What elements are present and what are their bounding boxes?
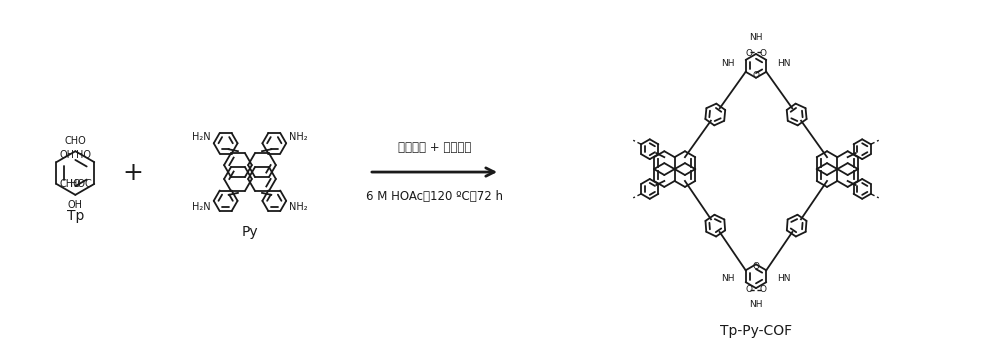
- Text: HOC: HOC: [70, 179, 91, 189]
- Text: H₂N: H₂N: [192, 132, 211, 142]
- Text: HN: HN: [777, 59, 791, 68]
- Text: HO: HO: [76, 150, 91, 160]
- Text: 均三甲苯 + 二氧六环: 均三甲苯 + 二氧六环: [398, 141, 471, 154]
- Text: O: O: [752, 71, 759, 80]
- Text: Tp: Tp: [67, 209, 84, 223]
- Text: H₂N: H₂N: [192, 202, 211, 212]
- Text: O: O: [752, 262, 759, 271]
- Text: Tp-Py-COF: Tp-Py-COF: [720, 324, 792, 338]
- Text: OH: OH: [68, 200, 83, 210]
- Text: NH: NH: [721, 59, 735, 68]
- Text: NH₂: NH₂: [289, 202, 308, 212]
- Text: CHO: CHO: [64, 136, 86, 146]
- Text: 6 M HOAc，120 ºC，72 h: 6 M HOAc，120 ºC，72 h: [366, 190, 503, 203]
- Text: OH: OH: [59, 150, 74, 160]
- Text: O: O: [760, 285, 767, 294]
- Text: O: O: [745, 285, 752, 294]
- Text: CHO: CHO: [59, 179, 81, 189]
- Text: +: +: [122, 161, 143, 185]
- Text: O: O: [760, 49, 767, 58]
- Text: NH: NH: [749, 300, 763, 309]
- Text: NH: NH: [721, 274, 735, 283]
- Text: NH: NH: [749, 33, 763, 42]
- Text: O: O: [745, 49, 752, 58]
- Text: HN: HN: [777, 274, 791, 283]
- Text: Py: Py: [242, 225, 258, 239]
- Text: NH₂: NH₂: [289, 132, 308, 142]
